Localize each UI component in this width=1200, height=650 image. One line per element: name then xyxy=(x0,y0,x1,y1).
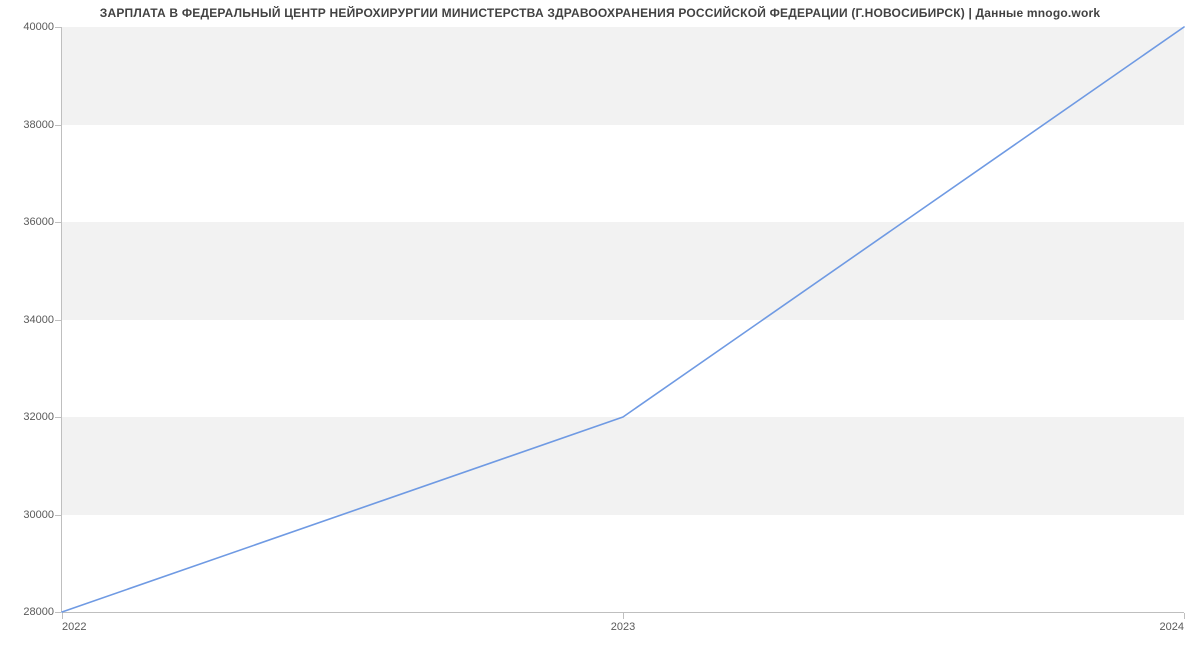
x-tick-label: 2023 xyxy=(611,621,635,633)
y-tick-label: 40000 xyxy=(12,21,54,33)
y-tick-label: 34000 xyxy=(12,314,54,326)
y-tick-label: 36000 xyxy=(12,216,54,228)
y-tick xyxy=(55,417,61,418)
y-tick-label: 32000 xyxy=(12,411,54,423)
x-tick xyxy=(623,613,624,619)
chart-title: ЗАРПЛАТА В ФЕДЕРАЛЬНЫЙ ЦЕНТР НЕЙРОХИРУРГ… xyxy=(0,6,1200,20)
x-tick xyxy=(1184,613,1185,619)
y-tick xyxy=(55,27,61,28)
y-tick xyxy=(55,515,61,516)
y-tick-label: 28000 xyxy=(12,606,54,618)
y-tick xyxy=(55,125,61,126)
x-tick xyxy=(62,613,63,619)
y-tick xyxy=(55,612,61,613)
line-series xyxy=(62,27,1184,612)
x-tick-label: 2024 xyxy=(1160,621,1184,633)
plot-area: 2800030000320003400036000380004000020222… xyxy=(62,27,1184,612)
y-tick-label: 38000 xyxy=(12,119,54,131)
x-tick-label: 2022 xyxy=(62,621,86,633)
y-tick-label: 30000 xyxy=(12,509,54,521)
y-tick xyxy=(55,320,61,321)
y-tick xyxy=(55,222,61,223)
chart-container: ЗАРПЛАТА В ФЕДЕРАЛЬНЫЙ ЦЕНТР НЕЙРОХИРУРГ… xyxy=(0,0,1200,650)
